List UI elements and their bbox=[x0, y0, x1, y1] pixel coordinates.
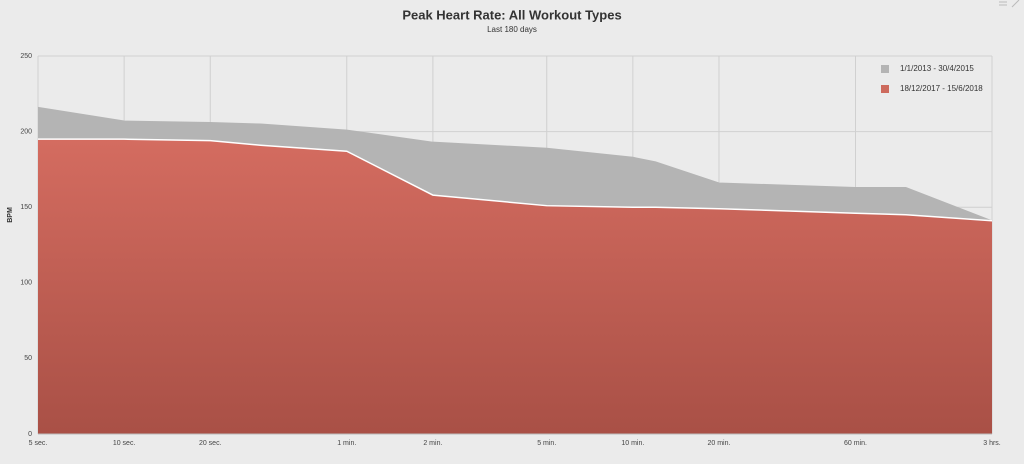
area bbox=[38, 139, 992, 434]
chart-subtitle: Last 180 days bbox=[487, 25, 537, 34]
x-tick-label: 20 min. bbox=[708, 440, 731, 447]
y-axis-label: BPM bbox=[7, 207, 14, 223]
x-tick-label: 3 hrs. bbox=[983, 440, 1001, 447]
x-tick-label: 2 min. bbox=[423, 440, 442, 447]
x-tick-label: 20 sec. bbox=[199, 440, 222, 447]
x-tick-label: 10 sec. bbox=[113, 440, 136, 447]
legend-swatch bbox=[881, 85, 889, 93]
y-tick-label: 100 bbox=[20, 280, 32, 287]
x-tick-label: 60 min. bbox=[844, 440, 867, 447]
chart-title: Peak Heart Rate: All Workout Types bbox=[402, 7, 621, 22]
y-tick-label: 250 bbox=[20, 53, 32, 60]
line bbox=[38, 138, 993, 222]
line bbox=[37, 106, 993, 222]
x-tick-label: 5 min. bbox=[537, 440, 556, 447]
menu-icon[interactable] bbox=[999, 0, 1020, 8]
y-tick-label: 50 bbox=[24, 355, 32, 362]
legend-label: 1/1/2013 - 30/4/2015 bbox=[900, 64, 974, 73]
x-tick-label: 1 min. bbox=[337, 440, 356, 447]
x-tick-label: 10 min. bbox=[621, 440, 644, 447]
y-tick-label: 150 bbox=[20, 204, 32, 211]
legend-swatch bbox=[881, 65, 889, 73]
legend-label: 18/12/2017 - 15/6/2018 bbox=[900, 84, 983, 93]
y-tick-label: 200 bbox=[20, 128, 32, 135]
x-tick-label: 5 sec. bbox=[29, 440, 48, 447]
y-tick-label: 0 bbox=[28, 431, 32, 438]
